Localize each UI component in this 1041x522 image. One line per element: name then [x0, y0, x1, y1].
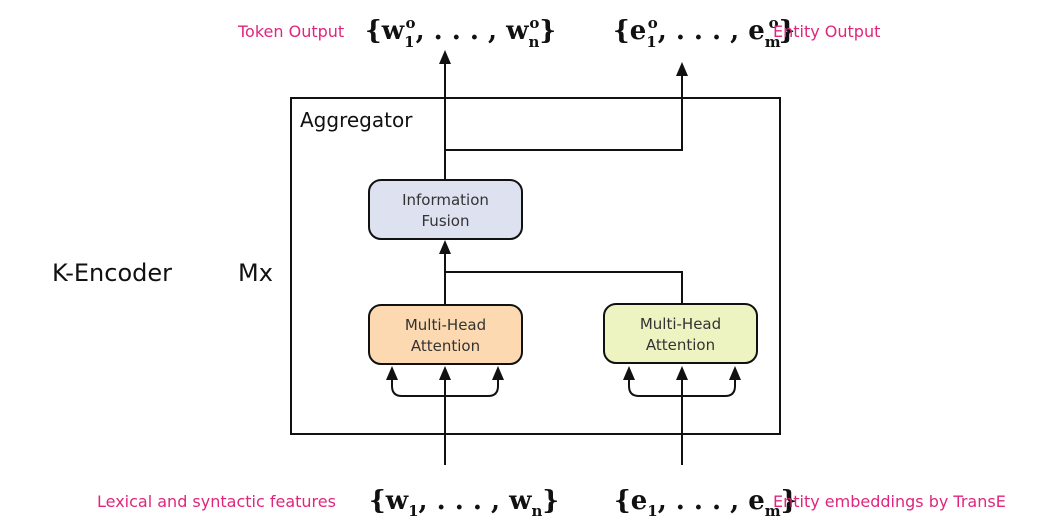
k-encoder-label: K-Encoder	[52, 259, 172, 287]
lexical-left-arrowhead	[386, 366, 398, 380]
mha-left-label-line1: Multi-Head	[405, 316, 486, 334]
lexical-right-arrowhead	[492, 366, 504, 380]
lexical-features-label: Lexical and syntactic features	[97, 492, 336, 511]
mha-right-label-line2: Attention	[646, 336, 715, 354]
svg-text:{e1, . . . , em}: {e1, . . . , em}	[614, 486, 797, 520]
svg-text:{w1, . . . , wn}: {w1, . . . , wn}	[369, 486, 559, 520]
entity-center-arrowhead	[676, 366, 688, 380]
mha-left-box: Multi-Head Attention	[369, 305, 522, 364]
token-output-math: {w1o, . . . , wno}	[365, 14, 556, 51]
entity-right-branch	[682, 378, 735, 396]
information-fusion-box: Information Fusion	[369, 180, 522, 239]
entity-output-label: Entity Output	[773, 22, 880, 41]
entity-output-connector	[445, 74, 682, 150]
token-output-label: Token Output	[237, 22, 344, 41]
mha-left-label-line2: Attention	[411, 337, 480, 355]
entity-left-arrowhead	[623, 366, 635, 380]
aggregator-box	[291, 98, 780, 434]
entity-output-math: {e1o, . . . , emo}	[613, 14, 795, 51]
lexical-left-branch	[392, 378, 445, 396]
fusion-label-line2: Fusion	[422, 212, 470, 230]
fusion-label-line1: Information	[402, 191, 489, 209]
aggregator-label: Aggregator	[300, 108, 413, 132]
lexical-input-math: {w1, . . . , wn}	[369, 486, 559, 520]
entity-embeddings-label: Entity embeddings by TransE	[773, 492, 1006, 511]
entity-output-arrowhead	[676, 62, 688, 76]
mha-right-box: Multi-Head Attention	[604, 304, 757, 363]
repeat-mx-label: Mx	[238, 259, 273, 287]
mha-right-label-line1: Multi-Head	[640, 315, 721, 333]
svg-text:{w1o, . . . , wno}: {w1o, . . . , wno}	[365, 14, 556, 51]
fusion-arrowhead	[439, 240, 451, 254]
entity-right-arrowhead	[729, 366, 741, 380]
lexical-right-branch	[445, 378, 498, 396]
token-output-arrowhead	[439, 50, 451, 64]
entity-input-math: {e1, . . . , em}	[614, 486, 797, 520]
svg-text:{e1o, . . . , emo}: {e1o, . . . , emo}	[613, 14, 795, 51]
mha-right-to-fusion	[445, 272, 682, 304]
entity-left-branch	[629, 378, 682, 396]
lexical-center-arrowhead	[439, 366, 451, 380]
